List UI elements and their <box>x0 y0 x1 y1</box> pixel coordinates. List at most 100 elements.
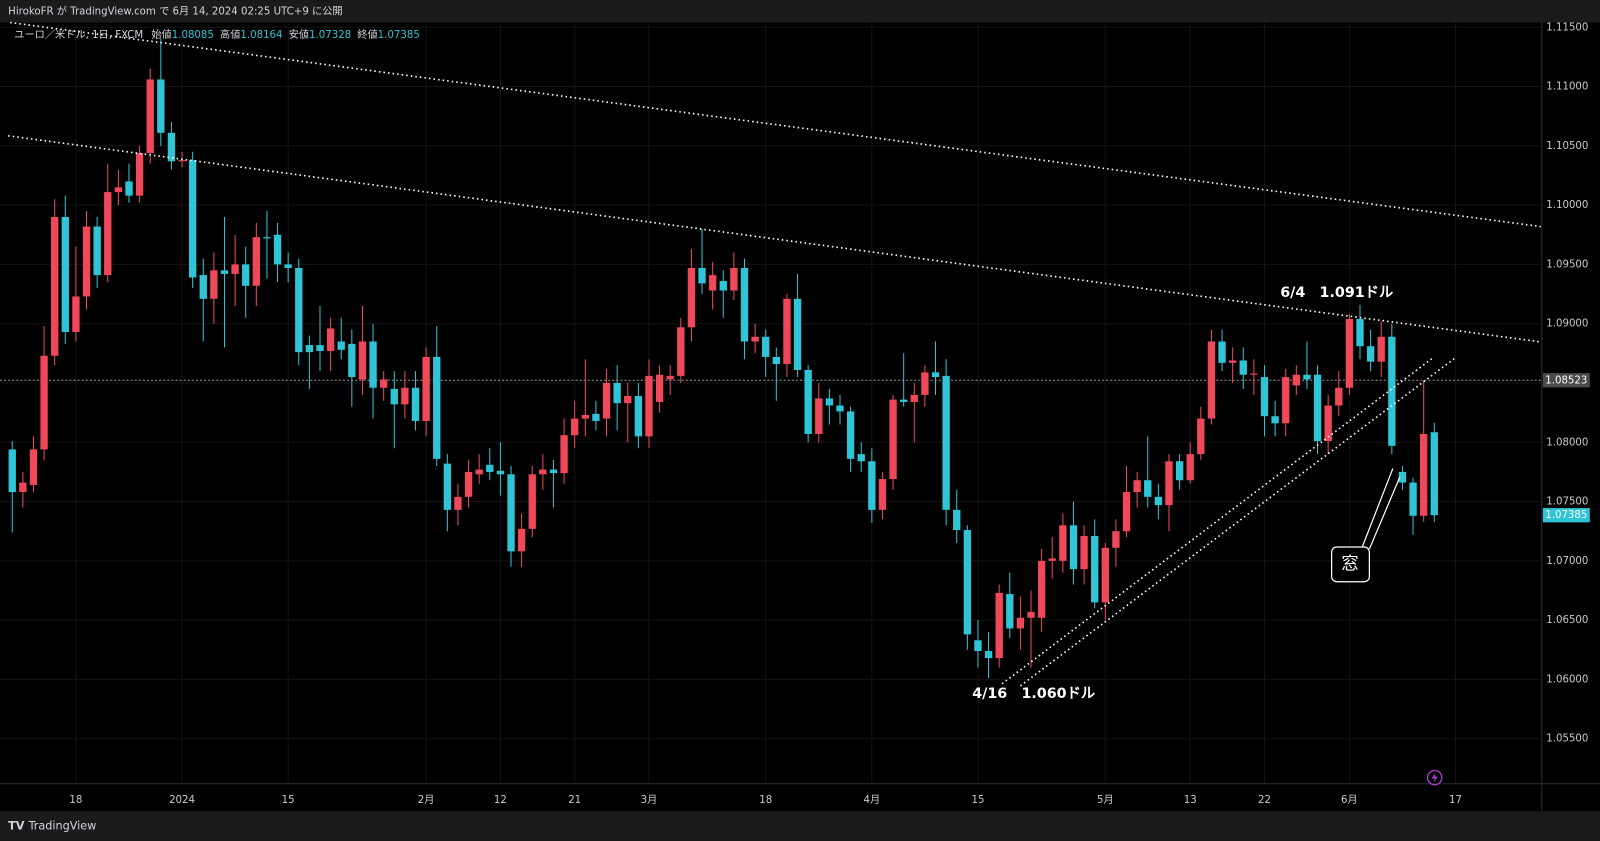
y-tick-label: 1.10000 <box>1546 200 1588 211</box>
candle-body <box>1069 525 1078 570</box>
candle-body <box>40 355 48 450</box>
alert-icon-bolt <box>1431 772 1438 783</box>
candle-body <box>1356 318 1364 347</box>
candle-body <box>878 479 887 510</box>
annotation: 6/4 1.091ドル <box>1280 285 1393 301</box>
y-tick-label: 1.07000 <box>1546 556 1588 567</box>
candle-body <box>220 270 229 274</box>
y-tick-label: 1.11500 <box>1546 22 1588 33</box>
candle-body <box>51 216 59 356</box>
candle-body <box>61 216 69 333</box>
alert-icon[interactable] <box>1426 769 1443 786</box>
candle-body <box>167 132 176 162</box>
candle-body <box>8 449 16 493</box>
legend-label: 安値 <box>289 28 309 41</box>
legend-value: 1.08085 <box>172 30 214 41</box>
candle-body <box>114 187 123 193</box>
x-tick-label: 5月 <box>1097 794 1114 806</box>
candle-body <box>93 226 101 276</box>
candle-body <box>454 496 462 510</box>
candle-body <box>19 482 27 493</box>
top-bar <box>0 0 1600 23</box>
candle-body <box>348 343 356 378</box>
candle-body <box>188 160 197 278</box>
candle-body <box>634 396 643 437</box>
candle-body <box>1112 531 1120 548</box>
candle-body <box>804 369 812 434</box>
candle-body <box>390 388 398 405</box>
candle-body <box>751 336 759 342</box>
candle-body <box>1260 377 1269 417</box>
candle-body <box>719 281 727 291</box>
candle-body <box>1175 461 1184 481</box>
y-tick-label: 1.06000 <box>1546 674 1588 685</box>
candle-body <box>1207 341 1216 419</box>
candle-body <box>517 528 526 552</box>
candle-body <box>836 405 844 412</box>
candle-body <box>295 267 303 353</box>
candle-body <box>316 345 324 351</box>
legend-value: 1.07385 <box>378 30 420 41</box>
candle-body <box>921 372 929 395</box>
y-tick-label: 1.10500 <box>1546 141 1588 152</box>
trendline <box>1019 356 1457 687</box>
candle-body <box>1271 416 1279 424</box>
price-line-label: 1.08523 <box>1545 375 1587 386</box>
candle-body <box>411 387 420 421</box>
candle-body <box>793 298 802 370</box>
candle-body <box>1303 374 1311 380</box>
candle-body <box>677 327 685 376</box>
x-tick-label: 2月 <box>418 794 435 806</box>
last-price-label: 1.07385 <box>1545 510 1587 521</box>
x-tick-label: 21 <box>568 795 581 806</box>
x-tick-label: 15 <box>971 795 984 806</box>
candle-body <box>1313 374 1322 442</box>
y-tick-label: 1.11000 <box>1546 82 1588 93</box>
candle-body <box>783 298 791 365</box>
x-tick-label: 13 <box>1184 795 1197 806</box>
candle-body <box>825 398 834 406</box>
candle-body <box>974 640 982 651</box>
candle-body <box>486 464 494 472</box>
candle-body <box>1282 377 1290 424</box>
candle-body <box>1218 341 1226 363</box>
candle-body <box>1186 454 1194 481</box>
candle-body <box>1197 418 1205 455</box>
x-tick-label: 6月 <box>1341 794 1358 806</box>
candle-body <box>772 356 780 365</box>
candle-body <box>846 411 855 459</box>
candle-body <box>369 341 377 388</box>
candle-body <box>1377 336 1385 362</box>
candle-body <box>963 530 972 635</box>
trendline <box>10 21 1541 228</box>
y-tick-label: 1.07500 <box>1546 497 1588 508</box>
candle-body <box>284 264 292 268</box>
candle-body <box>146 79 154 153</box>
candle-body <box>592 413 600 421</box>
plot-area <box>0 22 1542 784</box>
candle-body <box>1366 346 1375 362</box>
candle-body <box>1420 433 1428 516</box>
candle-body <box>931 372 940 378</box>
candle-body <box>1398 471 1407 483</box>
candle-body <box>708 275 717 291</box>
annotation: 窓 <box>1341 554 1358 574</box>
candle-body <box>326 328 335 351</box>
candle-body <box>337 341 345 350</box>
candle-body <box>995 592 1003 659</box>
candle-body <box>984 650 993 659</box>
y-tick-label: 1.09000 <box>1546 319 1588 330</box>
candle-body <box>1335 387 1343 406</box>
candle-body <box>740 267 749 342</box>
candle-body <box>1016 617 1025 629</box>
candle-body <box>231 264 239 274</box>
candle-body <box>263 237 271 239</box>
candle-body <box>868 461 876 510</box>
candle-body <box>199 275 207 299</box>
candle-body <box>82 226 91 297</box>
candle-body <box>645 375 653 437</box>
candle-body <box>624 396 632 404</box>
candle-body <box>1144 480 1152 497</box>
legend-value: 1.07328 <box>309 30 351 41</box>
candle-body <box>125 181 133 196</box>
